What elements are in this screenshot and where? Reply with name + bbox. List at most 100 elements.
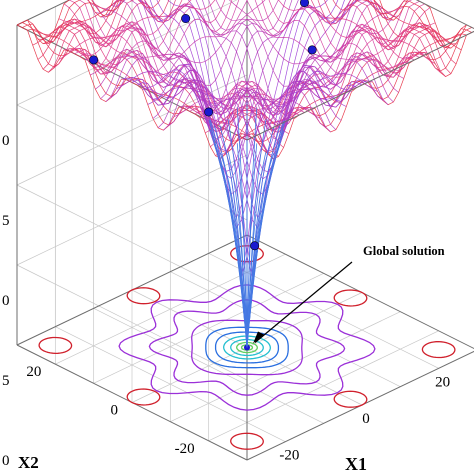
axes-box-front: [246, 0, 474, 141]
funnel-line-16: [246, 143, 258, 348]
x1-axis-label: X1: [345, 454, 367, 474]
contour-basin-7: [126, 388, 161, 406]
mesh-line-x2-18: [152, 0, 383, 173]
contour-basin-6: [333, 390, 368, 408]
mesh-line-x2-33: [74, 0, 233, 75]
contour-ring-3: [205, 326, 289, 369]
mesh-line-x1-32: [254, 0, 415, 78]
side-grid-z-1: [16, 184, 248, 301]
mesh-line-x2-40: [37, 0, 161, 60]
annotation-arrow-head: [253, 331, 264, 344]
sample-point-6: [307, 45, 317, 55]
mesh-line-x2-23: [126, 0, 339, 273]
mesh-line-x2-34: [69, 0, 226, 68]
side-grid-z-0: [16, 264, 248, 381]
funnel-line-22: [246, 120, 285, 348]
back-grid-z-0: [16, 154, 248, 266]
sample-point-0: [89, 55, 99, 65]
back-grid-z-2: [16, 0, 238, 106]
mesh-line-x2-30: [90, 0, 266, 76]
mesh-line-x2-39: [42, 0, 170, 70]
funnel-line-11: [213, 143, 248, 348]
x2-tick-label: 0: [111, 403, 119, 419]
contour-basin-0: [38, 336, 73, 355]
mesh-line-x1-34: [268, 0, 425, 72]
floor-grid-x1-3: [170, 271, 401, 387]
funnel-line-14: [236, 143, 248, 348]
contour-basin-4: [126, 287, 161, 305]
mesh-line-x2-35: [63, 0, 216, 56]
mesh-line-x1-36: [301, 0, 436, 65]
contour-ring-0: [118, 284, 376, 411]
mesh-line-x2-42: [27, 0, 125, 38]
sample-point-5: [250, 241, 260, 251]
mesh-line-x2-27: [105, 0, 293, 130]
funnel-line-23: [246, 126, 281, 348]
z-tick-label: 5: [2, 373, 10, 389]
z-tick-label: 5: [2, 213, 10, 229]
contour-basin-3: [421, 340, 456, 359]
x1-tick-label: -20: [279, 448, 299, 464]
z-tick-label: 0: [2, 453, 10, 469]
box-edge-5: [16, 0, 71, 26]
side-grid-z-2: [16, 104, 248, 221]
z-tick-label: 0: [2, 293, 10, 309]
mesh-line-x1-23: [156, 0, 368, 273]
contour-ring-5: [223, 335, 271, 360]
x2-tick-label: 20: [26, 364, 41, 380]
mesh-line-x1-28: [208, 0, 394, 110]
x1-tick-label: 20: [435, 374, 450, 390]
mesh-line-x1-44: [379, 0, 474, 49]
mesh-line-x2-37: [53, 0, 183, 69]
mesh-line-x2-41: [32, 0, 123, 46]
sample-points: [89, 0, 317, 251]
funnel-line-13: [227, 151, 248, 348]
annotation-arrow-line: [254, 261, 353, 343]
tick-labels: -20 0 20 -20 0 20 0 5 0 5 0: [2, 133, 450, 469]
z-tick-label: 0: [2, 133, 10, 149]
sample-point-4: [300, 0, 309, 8]
x2-tick-label: -20: [175, 441, 195, 457]
annotation-label: Global solution: [363, 244, 445, 258]
contour-projection: [38, 245, 456, 450]
funnel-line-12: [219, 152, 248, 348]
mesh-line-x1-37: [310, 0, 441, 73]
mesh-line-x2-29: [95, 0, 279, 90]
sample-point-2: [181, 14, 191, 24]
mesh-line-x1-21: [144, 0, 357, 278]
mesh-line-x1-38: [317, 0, 446, 77]
contour-basin-5: [333, 289, 368, 307]
mesh-line-x1-39: [324, 0, 452, 74]
contour-basin-1: [230, 245, 264, 263]
mesh-line-x1-33: [261, 0, 420, 78]
x1-tick-label: 0: [362, 411, 370, 427]
mesh-line-x1-43: [373, 0, 472, 49]
mesh-line-x1-29: [215, 0, 399, 93]
mesh-line-x2-43: [22, 0, 120, 44]
mesh-line-x2-38: [48, 0, 176, 73]
surface-mesh: [16, 0, 474, 348]
sample-point-3: [204, 107, 214, 117]
global-solution-annotation: Global solution: [253, 244, 445, 344]
mesh-line-x1-40: [332, 0, 457, 65]
contour-ring-7: [236, 341, 258, 354]
mesh-line-x2-28: [100, 0, 286, 109]
contour-ring-4: [214, 331, 280, 364]
contour-ring-6: [230, 338, 264, 357]
mesh-line-x2-36: [58, 0, 192, 60]
axes-box-back: [16, 0, 474, 461]
contour-ring-1: [148, 299, 346, 396]
mesh-line-x2-44: [16, 0, 114, 45]
mesh-line-x1-31: [246, 0, 410, 72]
mesh-line-x1-20: [139, 0, 352, 229]
mesh-line-x2-32: [79, 0, 240, 75]
mesh-line-x1-41: [361, 0, 462, 51]
mesh-line-x2-31: [84, 0, 248, 69]
mesh-line-x1-30: [228, 0, 404, 79]
mesh-line-x1-42: [367, 0, 467, 42]
mesh-line-x2-16: [163, 0, 394, 140]
contour-ring-2: [191, 319, 303, 376]
funnel-line-17: [246, 151, 267, 348]
x2-axis-label: X2: [18, 453, 39, 472]
